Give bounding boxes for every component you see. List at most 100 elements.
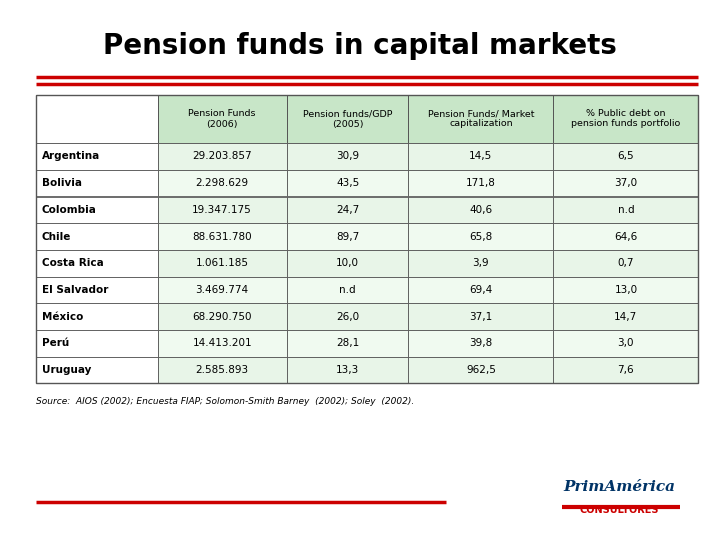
Text: 39,8: 39,8 <box>469 339 492 348</box>
FancyBboxPatch shape <box>36 250 158 276</box>
FancyBboxPatch shape <box>287 250 408 276</box>
FancyBboxPatch shape <box>287 197 408 223</box>
FancyBboxPatch shape <box>408 170 554 197</box>
FancyBboxPatch shape <box>408 276 554 303</box>
FancyBboxPatch shape <box>287 330 408 357</box>
Text: 19.347.175: 19.347.175 <box>192 205 252 215</box>
FancyBboxPatch shape <box>158 94 287 143</box>
FancyBboxPatch shape <box>408 197 554 223</box>
Text: El Salvador: El Salvador <box>42 285 108 295</box>
Text: 68.290.750: 68.290.750 <box>192 312 252 322</box>
Text: 0,7: 0,7 <box>618 258 634 268</box>
Text: 64,6: 64,6 <box>614 232 637 241</box>
FancyBboxPatch shape <box>158 303 287 330</box>
FancyBboxPatch shape <box>158 250 287 276</box>
Text: Source:  AIOS (2002); Encuesta FIAP; Solomon-Smith Barney  (2002); Soley  (2002): Source: AIOS (2002); Encuesta FIAP; Solo… <box>36 397 414 406</box>
FancyBboxPatch shape <box>408 223 554 250</box>
Text: n.d: n.d <box>618 205 634 215</box>
FancyBboxPatch shape <box>287 357 408 383</box>
Text: Perú: Perú <box>42 339 69 348</box>
Text: n.d: n.d <box>339 285 356 295</box>
Text: 3,9: 3,9 <box>472 258 489 268</box>
FancyBboxPatch shape <box>554 223 698 250</box>
FancyBboxPatch shape <box>158 223 287 250</box>
Text: 14.413.201: 14.413.201 <box>192 339 252 348</box>
FancyBboxPatch shape <box>287 223 408 250</box>
Text: 14,7: 14,7 <box>614 312 637 322</box>
Text: 24,7: 24,7 <box>336 205 359 215</box>
Text: CONSULTORES: CONSULTORES <box>580 505 659 515</box>
Text: PrimAmérica: PrimAmérica <box>563 480 675 494</box>
Text: 40,6: 40,6 <box>469 205 492 215</box>
FancyBboxPatch shape <box>408 303 554 330</box>
FancyBboxPatch shape <box>554 357 698 383</box>
Text: 171,8: 171,8 <box>466 178 496 188</box>
FancyBboxPatch shape <box>158 143 287 170</box>
Text: 30,9: 30,9 <box>336 151 359 161</box>
FancyBboxPatch shape <box>158 357 287 383</box>
FancyBboxPatch shape <box>554 197 698 223</box>
FancyBboxPatch shape <box>36 330 158 357</box>
Text: 43,5: 43,5 <box>336 178 359 188</box>
Text: % Public debt on
pension funds portfolio: % Public debt on pension funds portfolio <box>571 109 680 129</box>
Text: Pension Funds
(2006): Pension Funds (2006) <box>189 109 256 129</box>
Text: 89,7: 89,7 <box>336 232 359 241</box>
Text: 2.585.893: 2.585.893 <box>196 365 248 375</box>
Text: 2.298.629: 2.298.629 <box>196 178 248 188</box>
Text: 7,6: 7,6 <box>618 365 634 375</box>
FancyBboxPatch shape <box>554 330 698 357</box>
Text: Argentina: Argentina <box>42 151 100 161</box>
Text: Colombia: Colombia <box>42 205 96 215</box>
FancyBboxPatch shape <box>158 170 287 197</box>
Text: Chile: Chile <box>42 232 71 241</box>
FancyBboxPatch shape <box>158 330 287 357</box>
Text: 3.469.774: 3.469.774 <box>196 285 248 295</box>
FancyBboxPatch shape <box>287 170 408 197</box>
Text: 37,0: 37,0 <box>614 178 637 188</box>
FancyBboxPatch shape <box>554 143 698 170</box>
Text: 26,0: 26,0 <box>336 312 359 322</box>
Text: 962,5: 962,5 <box>466 365 496 375</box>
Text: 65,8: 65,8 <box>469 232 492 241</box>
Text: 6,5: 6,5 <box>618 151 634 161</box>
FancyBboxPatch shape <box>287 143 408 170</box>
FancyBboxPatch shape <box>36 94 158 143</box>
FancyBboxPatch shape <box>554 170 698 197</box>
FancyBboxPatch shape <box>408 357 554 383</box>
Text: 88.631.780: 88.631.780 <box>192 232 252 241</box>
FancyBboxPatch shape <box>36 303 158 330</box>
FancyBboxPatch shape <box>287 94 408 143</box>
FancyBboxPatch shape <box>158 276 287 303</box>
Text: 13,0: 13,0 <box>614 285 637 295</box>
Text: Uruguay: Uruguay <box>42 365 91 375</box>
FancyBboxPatch shape <box>36 223 158 250</box>
FancyBboxPatch shape <box>287 303 408 330</box>
Text: 3,0: 3,0 <box>618 339 634 348</box>
Text: 37,1: 37,1 <box>469 312 492 322</box>
Text: México: México <box>42 312 83 322</box>
FancyBboxPatch shape <box>36 357 158 383</box>
FancyBboxPatch shape <box>554 303 698 330</box>
FancyBboxPatch shape <box>36 170 158 197</box>
FancyBboxPatch shape <box>158 197 287 223</box>
FancyBboxPatch shape <box>287 276 408 303</box>
FancyBboxPatch shape <box>36 143 158 170</box>
Text: Pension Funds/ Market
capitalization: Pension Funds/ Market capitalization <box>428 109 534 129</box>
Text: 29.203.857: 29.203.857 <box>192 151 252 161</box>
Text: 69,4: 69,4 <box>469 285 492 295</box>
FancyBboxPatch shape <box>408 330 554 357</box>
Text: Pension funds/GDP
(2005): Pension funds/GDP (2005) <box>303 109 392 129</box>
Text: Costa Rica: Costa Rica <box>42 258 104 268</box>
Text: 13,3: 13,3 <box>336 365 359 375</box>
Text: Bolivia: Bolivia <box>42 178 82 188</box>
Text: 14,5: 14,5 <box>469 151 492 161</box>
Text: 28,1: 28,1 <box>336 339 359 348</box>
FancyBboxPatch shape <box>554 250 698 276</box>
FancyBboxPatch shape <box>36 276 158 303</box>
Text: 10,0: 10,0 <box>336 258 359 268</box>
FancyBboxPatch shape <box>408 94 554 143</box>
FancyBboxPatch shape <box>408 143 554 170</box>
FancyBboxPatch shape <box>36 197 158 223</box>
Text: 1.061.185: 1.061.185 <box>196 258 248 268</box>
FancyBboxPatch shape <box>554 94 698 143</box>
